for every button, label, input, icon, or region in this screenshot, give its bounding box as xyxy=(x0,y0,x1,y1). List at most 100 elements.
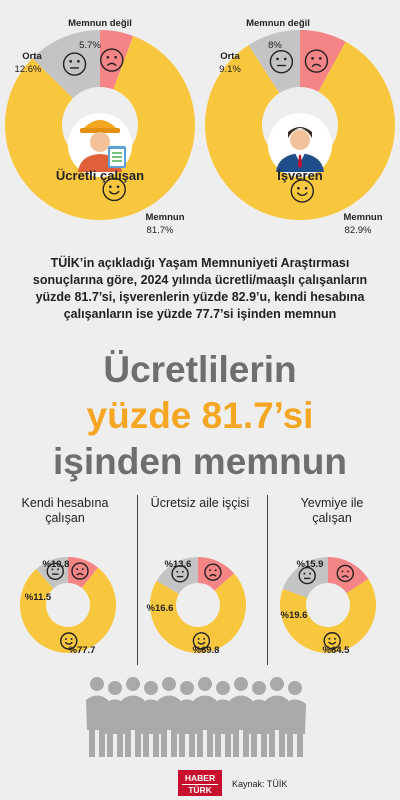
person-silhouette xyxy=(158,677,180,757)
face-eye xyxy=(116,185,120,189)
small2-sad-value: %13.6 xyxy=(164,559,192,570)
donut-isveren xyxy=(204,30,395,220)
slice-happy xyxy=(280,579,376,653)
source-text: Kaynak: TÜİK xyxy=(232,779,288,789)
person-silhouette xyxy=(104,681,126,757)
face-eye xyxy=(304,186,308,190)
top1-mid-label: Orta xyxy=(22,51,42,62)
happy-face-icon xyxy=(192,632,211,650)
face-mouth xyxy=(328,641,337,645)
face-eye xyxy=(81,568,84,571)
slice-sad xyxy=(100,30,134,90)
headline-line-2: yüzde 81.7’si xyxy=(86,395,314,436)
small-donut-charts xyxy=(19,557,376,653)
face-eye xyxy=(197,637,200,640)
face-mouth xyxy=(209,573,217,577)
top2-mid-value: 9.1% xyxy=(219,64,241,75)
person-silhouette xyxy=(86,677,108,757)
logo-text-top: HABER xyxy=(184,773,216,783)
slice-sad xyxy=(300,30,346,92)
face-mouth xyxy=(76,572,84,576)
face-eye xyxy=(276,57,279,61)
face-eye xyxy=(106,55,110,59)
slice-sad xyxy=(328,557,369,594)
slice-happy xyxy=(5,36,195,221)
face-mouth xyxy=(197,641,206,645)
face-eye xyxy=(214,569,217,572)
face-mouth xyxy=(296,192,308,197)
sad-face-icon xyxy=(204,563,222,581)
small1-sad-value: %10.8 xyxy=(42,559,70,570)
person-silhouette xyxy=(284,681,306,757)
small3-mid-value: %19.6 xyxy=(280,610,308,621)
logo-text-bottom: TÜRK xyxy=(182,784,218,795)
slice-happy xyxy=(19,567,116,653)
small3-title: Yevmiye ile çalışan xyxy=(300,496,364,525)
face-mouth xyxy=(108,190,120,195)
small3-happy-value: %64.5 xyxy=(322,645,350,656)
face-mouth xyxy=(341,575,349,578)
happy-face-icon xyxy=(323,632,341,650)
top2-sad-value: 8% xyxy=(268,40,282,51)
face-mouth xyxy=(311,63,322,68)
face-eye xyxy=(70,638,73,640)
sad-face-icon xyxy=(100,48,124,72)
face-eye xyxy=(57,568,60,571)
top1-sad-value: 5.7% xyxy=(79,40,101,51)
face-eye xyxy=(328,637,331,640)
happy-face-icon xyxy=(60,632,78,650)
face-eye xyxy=(341,570,344,573)
small2-happy-value: %69.8 xyxy=(192,645,220,656)
happy-face-icon xyxy=(290,179,314,203)
small1-title: Kendi hesabına çalışan xyxy=(21,496,109,525)
small1-happy-value: %77.7 xyxy=(68,645,96,656)
donut-ucretsiz-aile xyxy=(150,557,246,653)
face-eye xyxy=(203,637,206,640)
slice-neutral xyxy=(156,557,198,594)
headline-line-3: işinden memnun xyxy=(53,441,347,482)
person-silhouette xyxy=(194,677,216,757)
divider-1 xyxy=(137,495,138,665)
small1-mid-value: %11.5 xyxy=(24,592,52,603)
divider-2 xyxy=(267,495,268,665)
face-eye xyxy=(109,185,112,189)
top-donut-charts xyxy=(5,29,395,221)
donut-ucretli-calisan xyxy=(5,29,195,221)
face-eye xyxy=(209,569,212,572)
worker-icon xyxy=(68,113,132,177)
top2-happy-value: 82.9% xyxy=(344,225,372,236)
businessman-icon xyxy=(268,113,332,177)
face-mouth xyxy=(106,62,117,67)
face-eye xyxy=(51,568,54,571)
neutral-face-icon xyxy=(171,565,189,583)
face-eye xyxy=(114,55,117,59)
happy-face-icon xyxy=(102,177,126,202)
neutral-face-icon xyxy=(298,566,316,585)
face-eye xyxy=(303,572,306,575)
face-eye xyxy=(77,60,80,63)
small2-title: Ücretsiz aile işçisi xyxy=(150,496,250,510)
face-eye xyxy=(283,57,287,61)
top1-caption: Ücretli çalışan xyxy=(55,168,145,183)
slice-happy xyxy=(204,41,395,220)
sad-face-icon xyxy=(304,49,329,73)
person-silhouette xyxy=(248,681,270,757)
face-eye xyxy=(347,570,350,573)
donut-yevmiye xyxy=(280,557,376,653)
top1-happy-value: 81.7% xyxy=(146,225,174,236)
person-silhouette xyxy=(266,677,288,757)
slice-happy xyxy=(150,573,246,653)
intro-text: TÜİK’in açıkladığı Yaşam Memnuniyeti Ara… xyxy=(32,256,368,321)
face-eye xyxy=(309,572,311,575)
slice-neutral xyxy=(248,30,300,94)
small2-mid-value: %16.6 xyxy=(146,603,174,614)
person-silhouette xyxy=(122,677,144,757)
face-eye xyxy=(297,186,300,190)
face-mouth xyxy=(64,641,73,645)
neutral-face-icon xyxy=(62,52,87,76)
donut-kendi-hesabina xyxy=(19,557,116,653)
neutral-face-icon xyxy=(269,49,294,74)
top2-caption: İşveren xyxy=(277,168,323,183)
haberturk-logo: HABER TÜRK xyxy=(178,770,222,796)
sad-face-icon xyxy=(336,564,354,583)
